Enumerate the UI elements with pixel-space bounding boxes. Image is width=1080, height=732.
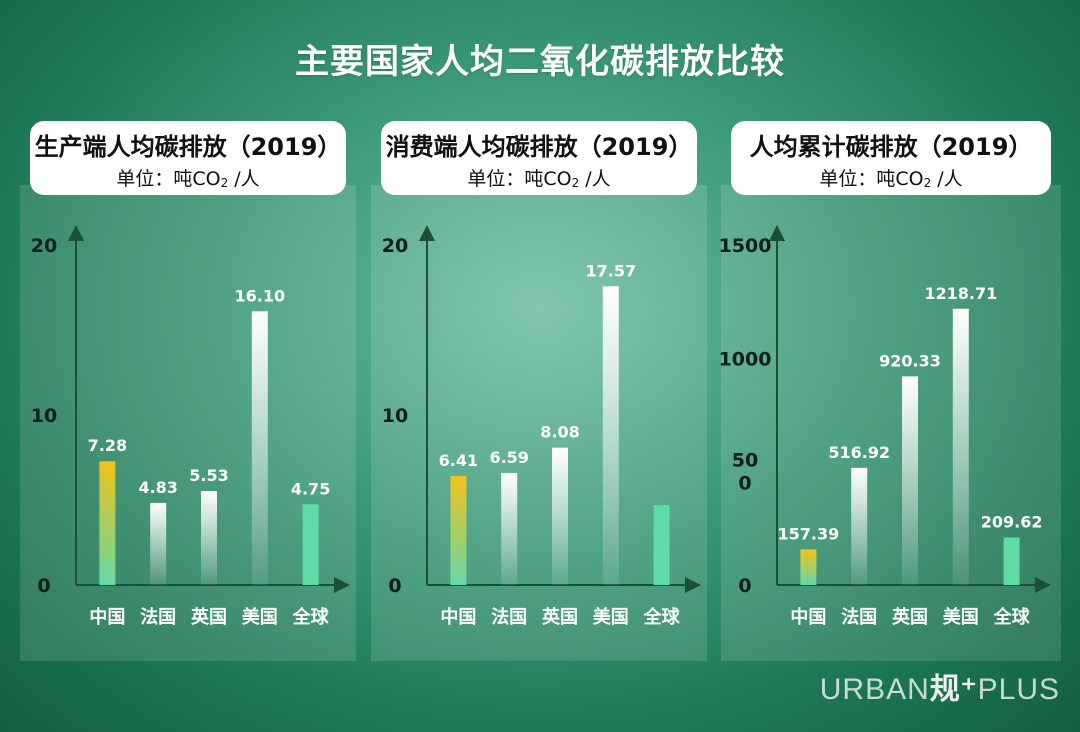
chart-unit: 单位：吨CO2 /人	[467, 168, 611, 190]
chart-title: 消费端人均碳排放（2019）	[385, 133, 693, 161]
data-label: 516.92	[828, 443, 890, 462]
bar	[1003, 537, 1020, 585]
bar	[201, 490, 217, 585]
x-tick-label: 法国	[140, 606, 176, 628]
y-tick-label: 0	[738, 575, 751, 597]
bar	[450, 476, 467, 585]
chart-svg: 0 50 0 1000 1500 157.39 中国 516.92 法国 920.33 英国 1218…	[719, 225, 1051, 628]
data-label: 6.41	[439, 451, 478, 470]
bar	[851, 467, 868, 585]
x-tick-label: 美国	[593, 606, 629, 628]
data-label: 920.33	[879, 351, 941, 370]
y-tick-label: 10	[31, 405, 57, 427]
x-tick-label: 英国	[190, 606, 227, 628]
y-tick-label: 1500	[719, 235, 772, 257]
x-tick-label: 美国	[943, 606, 979, 628]
data-label: 6.59	[489, 448, 528, 467]
bar	[952, 308, 969, 585]
y-tick-label: 20	[31, 235, 57, 257]
bar	[552, 447, 568, 585]
data-label: 209.62	[981, 512, 1043, 531]
bar-chart-cumulative: 0 50 0 1000 1500 157.39 中国 516.92 法国 920.33 英国 1218…	[719, 215, 1057, 645]
data-label: 7.28	[88, 436, 127, 455]
y-tick-label: 0	[37, 575, 50, 597]
x-tick-label: 全球	[292, 606, 330, 628]
bar	[800, 549, 817, 585]
bar	[602, 286, 619, 585]
x-tick-label: 法国	[841, 606, 877, 628]
x-tick-label: 中国	[440, 606, 476, 628]
bar	[653, 505, 670, 585]
x-tick-label: 全球	[993, 606, 1031, 628]
x-tick-label: 中国	[790, 606, 826, 628]
x-tick-label: 中国	[89, 606, 125, 628]
brand-logo: URBAN规⁺PLUS	[819, 673, 1060, 706]
y-tick-label: 0	[388, 575, 401, 597]
y-tick-label: 1000	[719, 348, 772, 370]
data-label: 17.57	[585, 261, 636, 280]
bar	[902, 376, 918, 585]
x-tick-label: 英国	[891, 606, 928, 628]
bar	[501, 472, 518, 585]
x-tick-label: 美国	[242, 606, 278, 628]
bar	[251, 311, 268, 585]
bar	[150, 502, 167, 585]
chart-header-consumption: 消费端人均碳排放（2019） 单位：吨CO2 /人	[381, 121, 697, 195]
data-label: 4.75	[291, 479, 330, 498]
chart-title: 人均累计碳排放（2019）	[749, 133, 1033, 161]
chart-svg: 0 10 20 6.41 中国 6.59 法国 8.08 英国 17.57 美国 全球	[382, 225, 701, 628]
bar	[99, 461, 116, 585]
chart-svg: 0 10 20 7.28 中国 4.83 法国 5.53 英国 16.10 美国 4.75 全球	[31, 225, 350, 628]
chart-header-cumulative: 人均累计碳排放（2019） 单位：吨CO2 /人	[731, 121, 1051, 195]
page-title: 主要国家人均二氧化碳排放比较	[295, 42, 785, 82]
x-tick-label: 法国	[491, 606, 527, 628]
data-label: 157.39	[778, 524, 840, 543]
data-label: 1218.71	[924, 284, 997, 303]
chart-unit: 单位：吨CO2 /人	[116, 168, 260, 190]
y-tick-label: 50 0	[732, 450, 758, 495]
y-tick-label: 10	[382, 405, 408, 427]
bar-chart-consumption: 0 10 20 6.41 中国 6.59 法国 8.08 英国 17.57 美国 全球	[371, 215, 707, 645]
data-label: 16.10	[234, 286, 285, 305]
data-label: 5.53	[189, 466, 228, 485]
x-tick-label: 英国	[541, 606, 578, 628]
x-tick-label: 全球	[643, 606, 681, 628]
chart-title: 生产端人均碳排放（2019）	[34, 133, 342, 161]
chart-unit: 单位：吨CO2 /人	[819, 168, 963, 190]
bar-chart-production: 0 10 20 7.28 中国 4.83 法国 5.53 英国 16.10 美国 4.75 全球	[20, 215, 356, 645]
bar	[302, 504, 319, 585]
y-tick-label: 20	[382, 235, 408, 257]
chart-header-production: 生产端人均碳排放（2019） 单位：吨CO2 /人	[30, 121, 346, 195]
data-label: 8.08	[540, 423, 579, 442]
data-label: 4.83	[138, 478, 177, 497]
